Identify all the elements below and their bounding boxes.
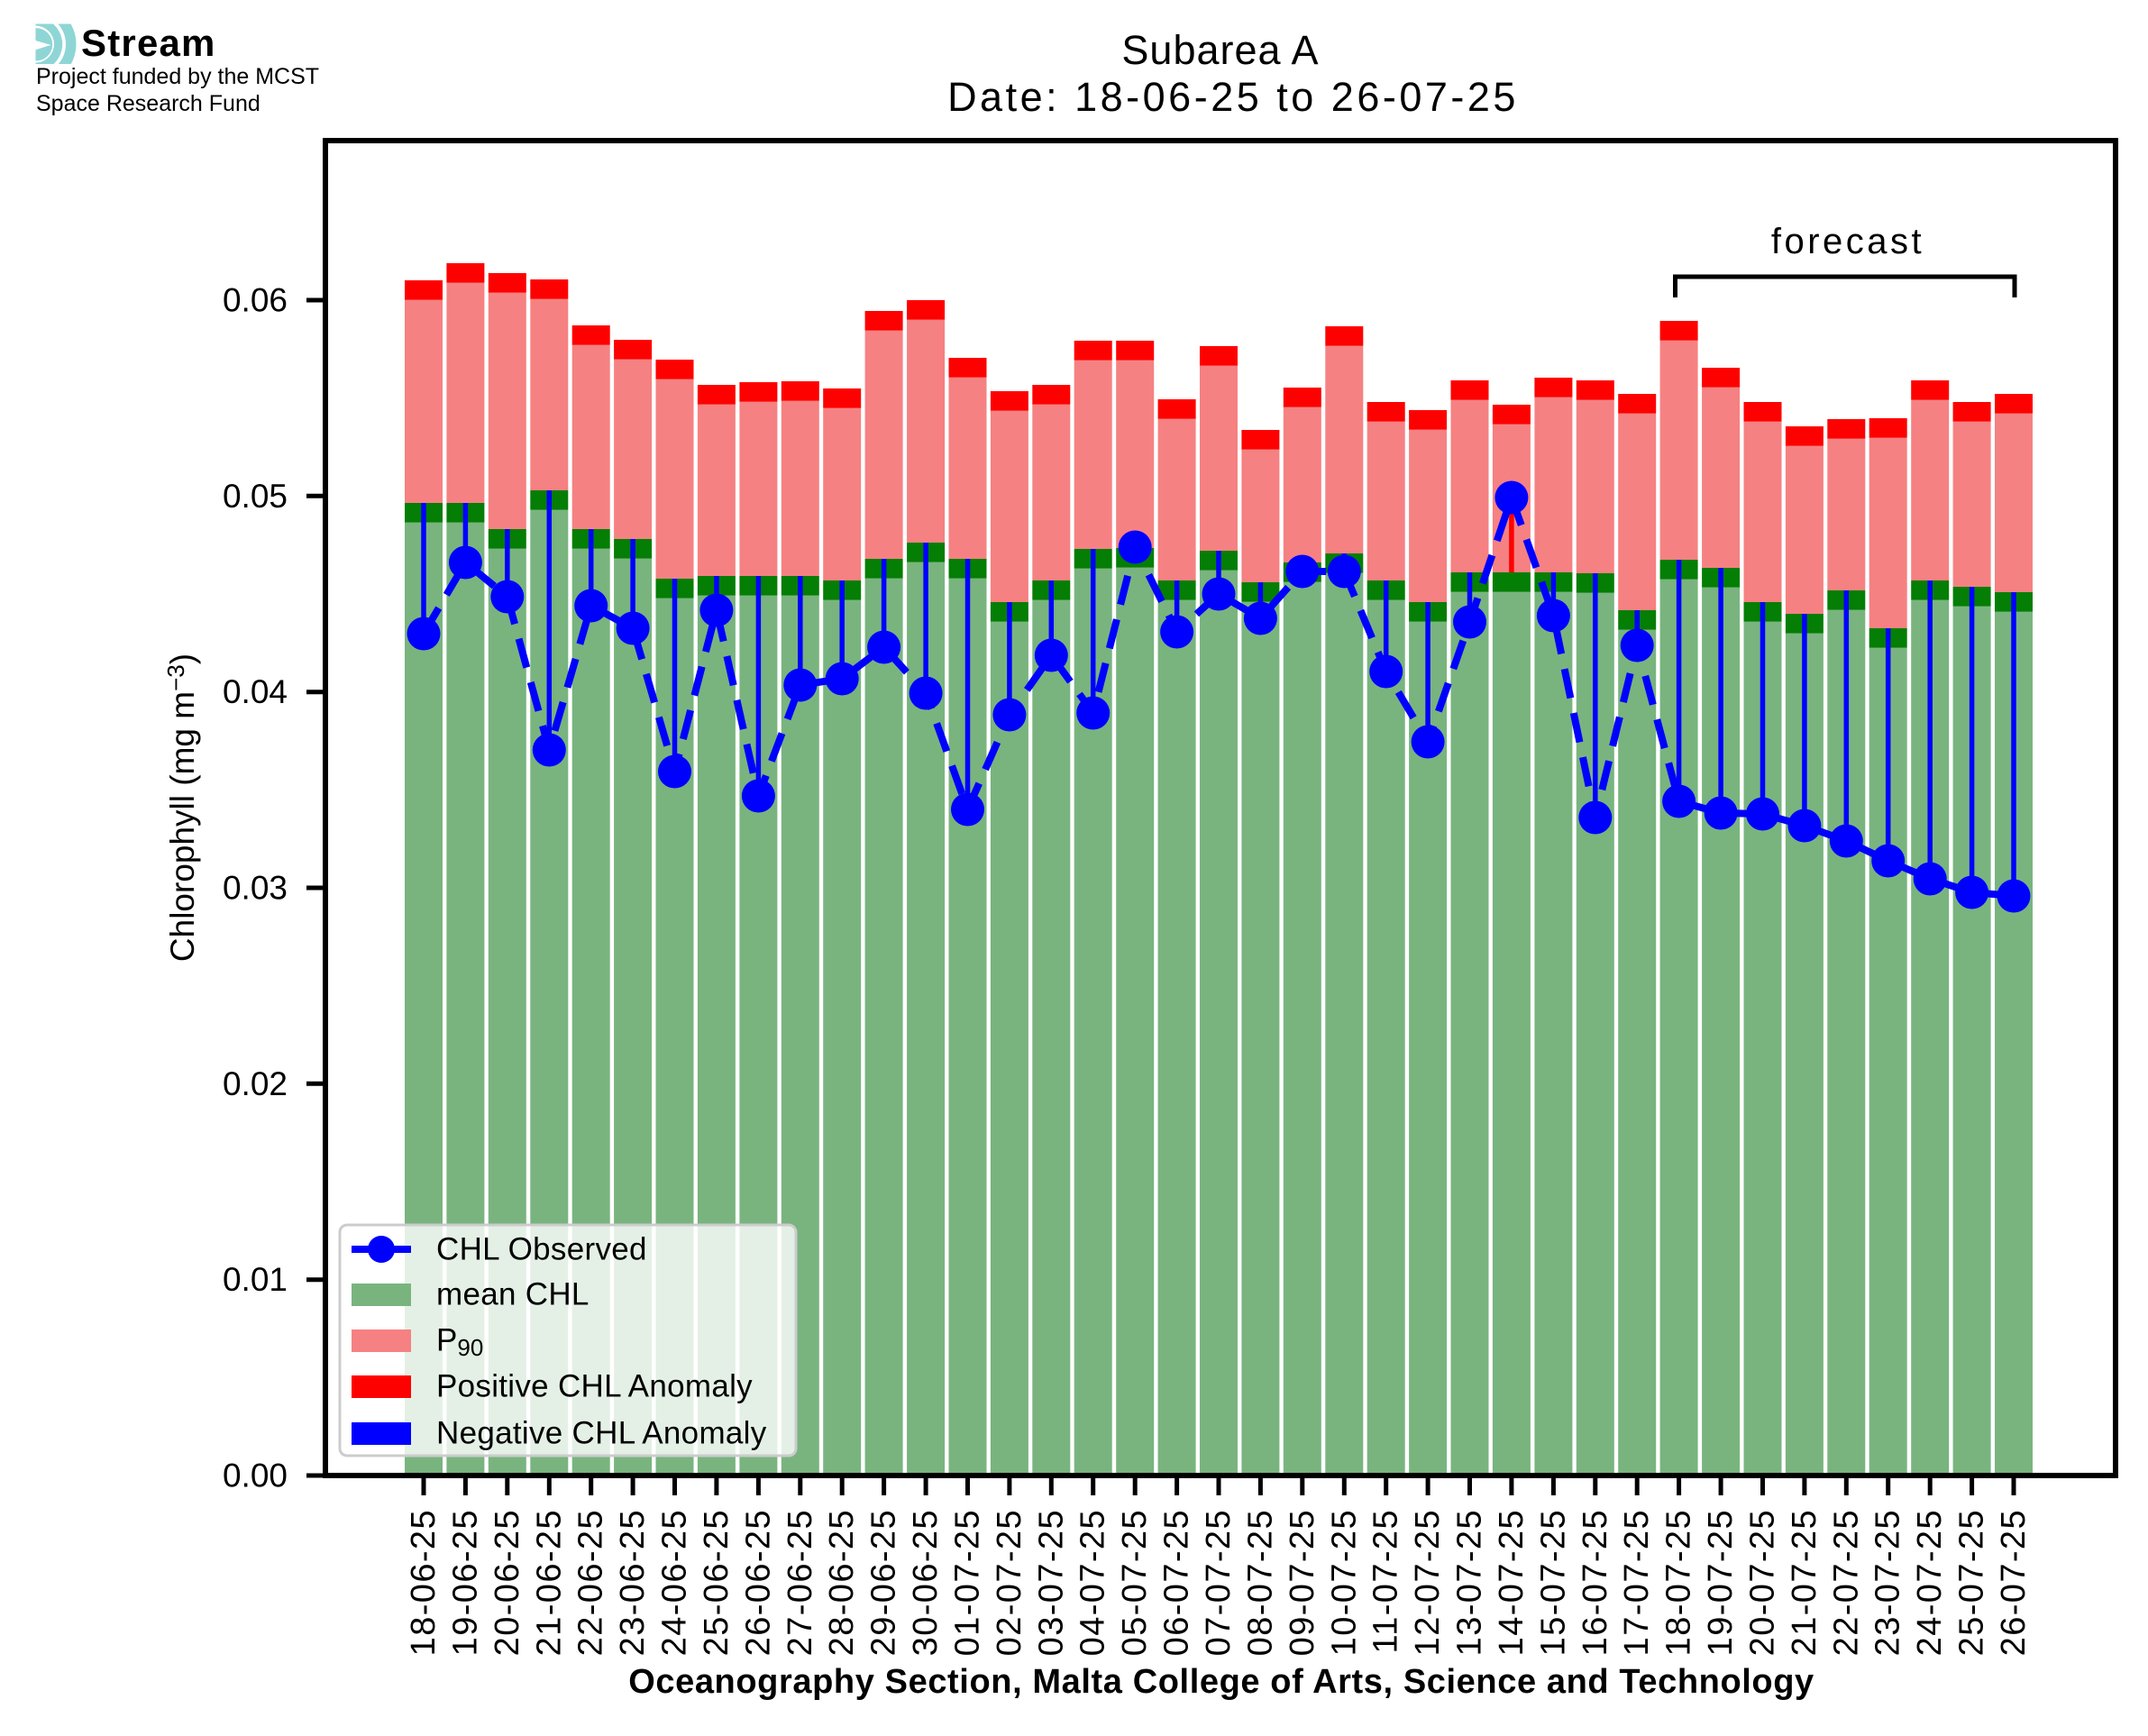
svg-text:Positive CHL Anomaly: Positive CHL Anomaly [436,1369,753,1404]
svg-text:24-07-25: 24-07-25 [1911,1509,1949,1656]
svg-text:Project funded by the MCST: Project funded by the MCST [36,64,319,89]
svg-text:CHL Observed: CHL Observed [436,1232,647,1267]
svg-text:26-07-25: 26-07-25 [1995,1509,2033,1656]
svg-text:28-06-25: 28-06-25 [823,1509,861,1656]
svg-text:24-06-25: 24-06-25 [656,1509,694,1656]
svg-text:07-07-25: 07-07-25 [1200,1509,1238,1656]
svg-text:Negative CHL Anomaly: Negative CHL Anomaly [436,1416,767,1451]
svg-text:Subarea A: Subarea A [1121,27,1319,73]
svg-text:13-07-25: 13-07-25 [1451,1509,1489,1656]
svg-text:03-07-25: 03-07-25 [1032,1509,1070,1656]
svg-text:18-06-25: 18-06-25 [405,1509,443,1656]
svg-text:08-07-25: 08-07-25 [1241,1509,1279,1656]
svg-text:05-07-25: 05-07-25 [1116,1509,1154,1656]
svg-text:01-07-25: 01-07-25 [949,1509,987,1656]
svg-text:02-07-25: 02-07-25 [991,1509,1028,1656]
svg-text:0.00: 0.00 [223,1457,288,1494]
svg-text:22-06-25: 22-06-25 [572,1509,610,1656]
svg-text:Chlorophyll (mg m−3): Chlorophyll (mg m−3) [162,653,201,962]
svg-text:19-06-25: 19-06-25 [446,1509,484,1656]
svg-text:25-07-25: 25-07-25 [1953,1509,1991,1656]
svg-text:15-07-25: 15-07-25 [1534,1509,1572,1656]
svg-text:0.01: 0.01 [223,1261,288,1298]
svg-text:19-07-25: 19-07-25 [1702,1509,1740,1656]
svg-text:Stream: Stream [81,22,216,64]
svg-text:Space Research Fund: Space Research Fund [36,91,261,116]
svg-text:23-06-25: 23-06-25 [614,1509,652,1656]
svg-text:0.06: 0.06 [223,282,288,319]
svg-text:17-07-25: 17-07-25 [1618,1509,1656,1656]
svg-text:30-06-25: 30-06-25 [907,1509,945,1656]
svg-text:26-06-25: 26-06-25 [739,1509,777,1656]
svg-text:forecast: forecast [1771,222,1924,261]
svg-text:Date: 18-06-25 to 26-07-25: Date: 18-06-25 to 26-07-25 [947,74,1519,120]
svg-text:27-06-25: 27-06-25 [782,1509,819,1656]
svg-text:25-06-25: 25-06-25 [698,1509,736,1656]
svg-text:10-07-25: 10-07-25 [1325,1509,1363,1656]
svg-text:mean CHL: mean CHL [436,1277,590,1312]
svg-text:20-06-25: 20-06-25 [489,1509,526,1656]
svg-text:0.04: 0.04 [223,673,288,710]
svg-text:04-07-25: 04-07-25 [1074,1509,1112,1656]
svg-text:06-07-25: 06-07-25 [1158,1509,1196,1656]
svg-text:Oceanography Section, Malta Co: Oceanography Section, Malta College of A… [628,1663,1814,1701]
svg-text:09-07-25: 09-07-25 [1284,1509,1321,1656]
svg-text:22-07-25: 22-07-25 [1827,1509,1865,1656]
svg-text:12-07-25: 12-07-25 [1409,1509,1447,1656]
svg-text:21-07-25: 21-07-25 [1786,1509,1824,1656]
svg-text:0.03: 0.03 [223,870,288,907]
svg-text:29-06-25: 29-06-25 [865,1509,903,1656]
svg-text:18-07-25: 18-07-25 [1660,1509,1698,1656]
svg-text:16-07-25: 16-07-25 [1577,1509,1614,1656]
svg-text:20-07-25: 20-07-25 [1744,1509,1782,1656]
svg-text:0.05: 0.05 [223,478,288,515]
svg-text:0.02: 0.02 [223,1065,288,1102]
svg-text:11-07-25: 11-07-25 [1367,1509,1405,1654]
svg-text:14-07-25: 14-07-25 [1493,1509,1531,1656]
svg-text:21-06-25: 21-06-25 [530,1509,568,1656]
svg-text:23-07-25: 23-07-25 [1869,1509,1907,1656]
